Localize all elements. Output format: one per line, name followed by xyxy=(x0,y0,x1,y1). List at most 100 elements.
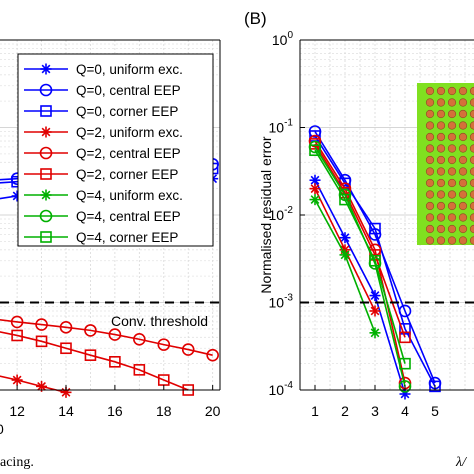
inset-dot xyxy=(469,121,474,130)
legend-label: Q=4, central EEP xyxy=(76,209,181,224)
inset-element-dots xyxy=(425,86,474,245)
panel-b-y-ticks: 100 10-1 10-2 10-3 10-4 xyxy=(269,30,305,398)
legend-marker xyxy=(40,63,52,75)
inset-dot xyxy=(469,98,474,107)
panel-a-data-point xyxy=(59,321,73,334)
panel-b-y-axis-label: Normalised residual error xyxy=(258,136,274,294)
inset-dot xyxy=(425,144,435,153)
inset-dot xyxy=(436,213,446,222)
legend-entry: Q=4, central EEP xyxy=(24,209,181,224)
inset-dot xyxy=(458,224,468,234)
panel-b-data-point xyxy=(369,254,381,267)
panel-b-x-tick-label: 2 xyxy=(341,403,349,419)
inset-dot xyxy=(469,144,474,153)
panel-a-x-tick-label: 16 xyxy=(107,403,123,419)
inset-dot xyxy=(436,144,446,153)
panel-b-data-point xyxy=(399,331,411,344)
inset-dot xyxy=(447,201,457,211)
inset-dot xyxy=(458,109,468,119)
panel-b-data-point xyxy=(309,194,321,206)
panel-b-series-line xyxy=(314,131,436,384)
panel-a-data-point xyxy=(11,329,23,342)
panel-b-data-point xyxy=(339,249,351,261)
legend-entry: Q=2, uniform exc. xyxy=(24,125,183,140)
inset-dot xyxy=(436,109,446,119)
panel-a-tick-partial: 0 xyxy=(0,421,4,437)
legend-marker xyxy=(40,168,52,180)
inset-dot xyxy=(447,224,457,234)
inset-dot xyxy=(458,236,468,245)
panel-b-y-tick-label: 10-2 xyxy=(269,205,294,223)
caption-left: acing. xyxy=(0,455,34,470)
panel-b-data-point xyxy=(399,323,411,335)
panel-b-x-tick-label: 3 xyxy=(371,403,379,419)
panel-b-data-point xyxy=(309,144,321,157)
inset-dot xyxy=(469,178,474,188)
panel-b-data-point xyxy=(369,305,381,317)
inset-dot xyxy=(458,190,468,199)
panel-b-data-point xyxy=(369,290,381,302)
inset-dot xyxy=(425,167,435,176)
inset-dot xyxy=(469,213,474,222)
inset-dot xyxy=(469,109,474,119)
inset-dot xyxy=(436,190,446,199)
panel-b-y-tick-label: 10-3 xyxy=(269,293,294,311)
panel-a: 12 14 16 18 20 Conv. threshold Q=0, uniform … xyxy=(0,39,221,437)
inset-dot xyxy=(447,167,457,176)
panel-b-data-point xyxy=(339,232,351,244)
panel-a-data-point xyxy=(10,315,24,329)
inset-dot xyxy=(425,121,435,130)
panel-b-series-8 xyxy=(309,144,411,370)
inset-dot xyxy=(469,201,474,211)
inset-dot xyxy=(469,190,474,199)
panel-b: (B) 1 2 3 4 5 100 10-1 10-2 10-3 10-4 Normalised… xyxy=(244,9,474,419)
legend-label: Q=2, corner EEP xyxy=(76,167,178,182)
legend-entry: Q=0, central EEP xyxy=(24,83,181,98)
inset-dot xyxy=(458,86,468,96)
legend-entry: Q=4, uniform exc. xyxy=(24,188,183,203)
inset-dot xyxy=(447,155,457,165)
inset-dot xyxy=(469,167,474,176)
panel-a-x-tick-label: 14 xyxy=(58,403,74,419)
panel-b-x-tick-label: 5 xyxy=(431,403,439,419)
panel-a-data-point xyxy=(84,324,97,337)
inset-dot xyxy=(458,155,468,165)
inset-dot xyxy=(458,167,468,176)
panel-a-data-point xyxy=(11,374,23,386)
inset-dot xyxy=(458,121,468,130)
inset-dot xyxy=(436,86,446,96)
panel-b-y-tick-label: 10-4 xyxy=(269,380,294,398)
legend-marker xyxy=(39,209,53,223)
legend-marker xyxy=(40,105,52,117)
panel-a-x-tick-label: 18 xyxy=(156,403,172,419)
inset-dot xyxy=(447,190,457,199)
inset-dot xyxy=(447,98,457,107)
inset-dot xyxy=(425,86,435,96)
panel-b-series-6 xyxy=(309,194,381,339)
panel-b-data-point xyxy=(369,327,381,339)
panel-a-data-point xyxy=(36,380,48,392)
legend-label: Q=2, central EEP xyxy=(76,146,181,161)
inset-dot xyxy=(447,109,457,119)
panel-b-series xyxy=(308,125,442,400)
legend-label: Q=0, corner EEP xyxy=(76,104,178,119)
inset-dot xyxy=(469,155,474,165)
legend-entry: Q=2, corner EEP xyxy=(24,167,178,182)
legend-marker xyxy=(39,146,53,160)
inset-dot xyxy=(425,98,435,107)
caption-right: λ/ xyxy=(455,455,467,470)
panel-b-series-line xyxy=(314,143,406,338)
inset-dot xyxy=(425,132,435,142)
legend-label: Q=0, central EEP xyxy=(76,83,181,98)
inset-dot xyxy=(447,144,457,153)
panel-a-x-ticks: 12 14 16 18 20 xyxy=(9,385,221,419)
legend-marker xyxy=(40,189,52,201)
inset-dot xyxy=(469,86,474,96)
panel-a-x-tick-label: 12 xyxy=(9,403,25,419)
inset-dot xyxy=(436,121,446,130)
legend-entry: Q=0, uniform exc. xyxy=(24,62,183,77)
inset-dot xyxy=(458,144,468,153)
inset-dot xyxy=(469,224,474,234)
panel-a-data-point xyxy=(206,348,219,362)
legend-entry: Q=0, corner EEP xyxy=(24,104,178,119)
